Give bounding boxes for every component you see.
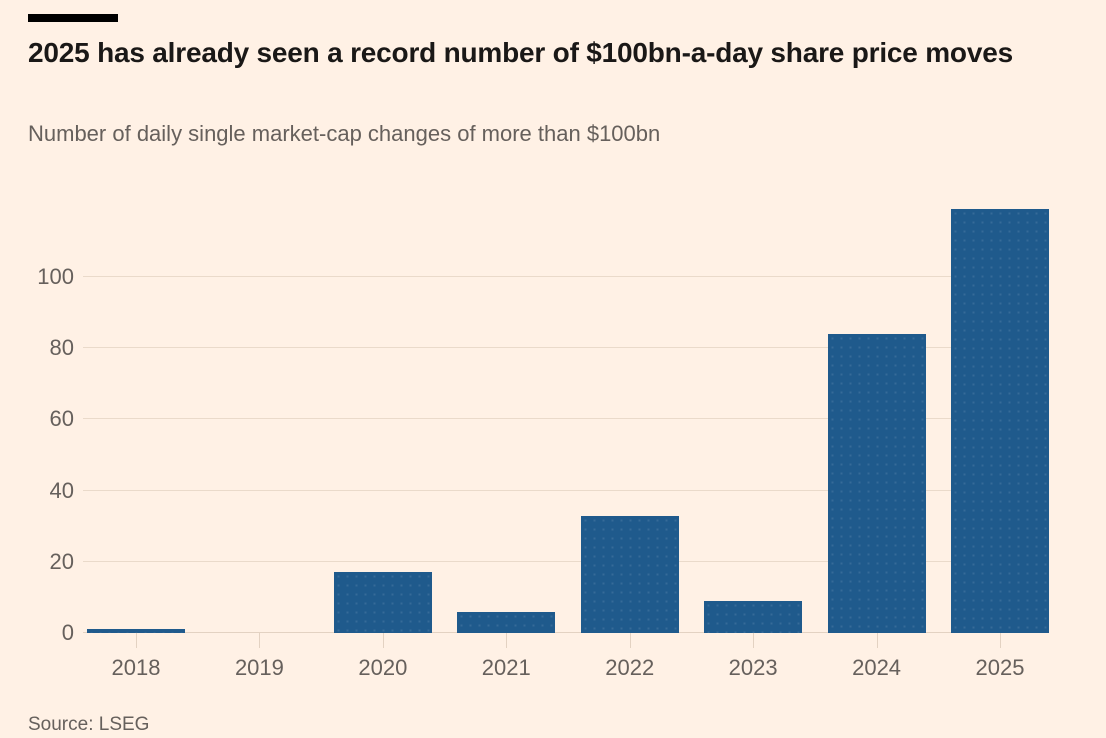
x-axis-label-2019: 2019 — [234, 655, 284, 680]
x-axis-label-2021: 2021 — [481, 655, 531, 680]
x-axis-label-2025: 2025 — [975, 655, 1025, 680]
x-axis-tick — [259, 633, 261, 648]
gridline-y-100 — [83, 275, 1048, 277]
x-axis-label-2020: 2020 — [358, 655, 408, 680]
source-note: Source: LSEG — [28, 714, 150, 735]
gridline-y-0 — [83, 632, 1048, 633]
x-axis-tick — [136, 633, 137, 648]
gridline-y-40 — [83, 489, 1048, 491]
title-rule — [28, 14, 118, 22]
gridline-y-80 — [83, 347, 1048, 349]
bar-chart-plot: 0 20 40 60 80 100 2018 2019 2020 2021 2022 2023 2024… — [37, 195, 1049, 680]
bar-2022 — [580, 515, 679, 633]
chart-title: 2025 has already seen a record number of… — [28, 37, 1013, 68]
x-axis-label-2023: 2023 — [728, 655, 778, 680]
gridline-y-20 — [83, 560, 1048, 562]
y-axis-tick-label: 0 — [61, 620, 74, 645]
x-axis-label-2024: 2024 — [852, 655, 902, 680]
bar-2018 — [87, 629, 185, 633]
y-axis-tick-label: 40 — [49, 477, 74, 503]
x-axis-tick — [629, 633, 631, 648]
gridline-y-60 — [83, 418, 1048, 420]
x-axis-tick — [1000, 633, 1001, 648]
bar-2024 — [827, 333, 926, 633]
bar-2021 — [457, 611, 556, 633]
bar-2020 — [333, 572, 432, 633]
y-axis-tick-label: 80 — [49, 335, 74, 361]
x-axis-label-2022: 2022 — [605, 655, 655, 680]
y-axis-tick-label: 20 — [49, 548, 74, 574]
bar-2023 — [704, 600, 803, 633]
y-axis-tick-label: 100 — [37, 263, 74, 289]
x-axis-label-2018: 2018 — [111, 655, 161, 680]
chart-subtitle: Number of daily single market-cap change… — [28, 121, 661, 146]
bar-2025 — [951, 209, 1049, 633]
x-axis-tick — [382, 633, 384, 648]
x-axis-tick — [753, 633, 755, 648]
y-axis-tick-label: 60 — [49, 406, 74, 432]
x-axis-tick — [876, 633, 878, 648]
x-axis-tick — [506, 633, 508, 648]
